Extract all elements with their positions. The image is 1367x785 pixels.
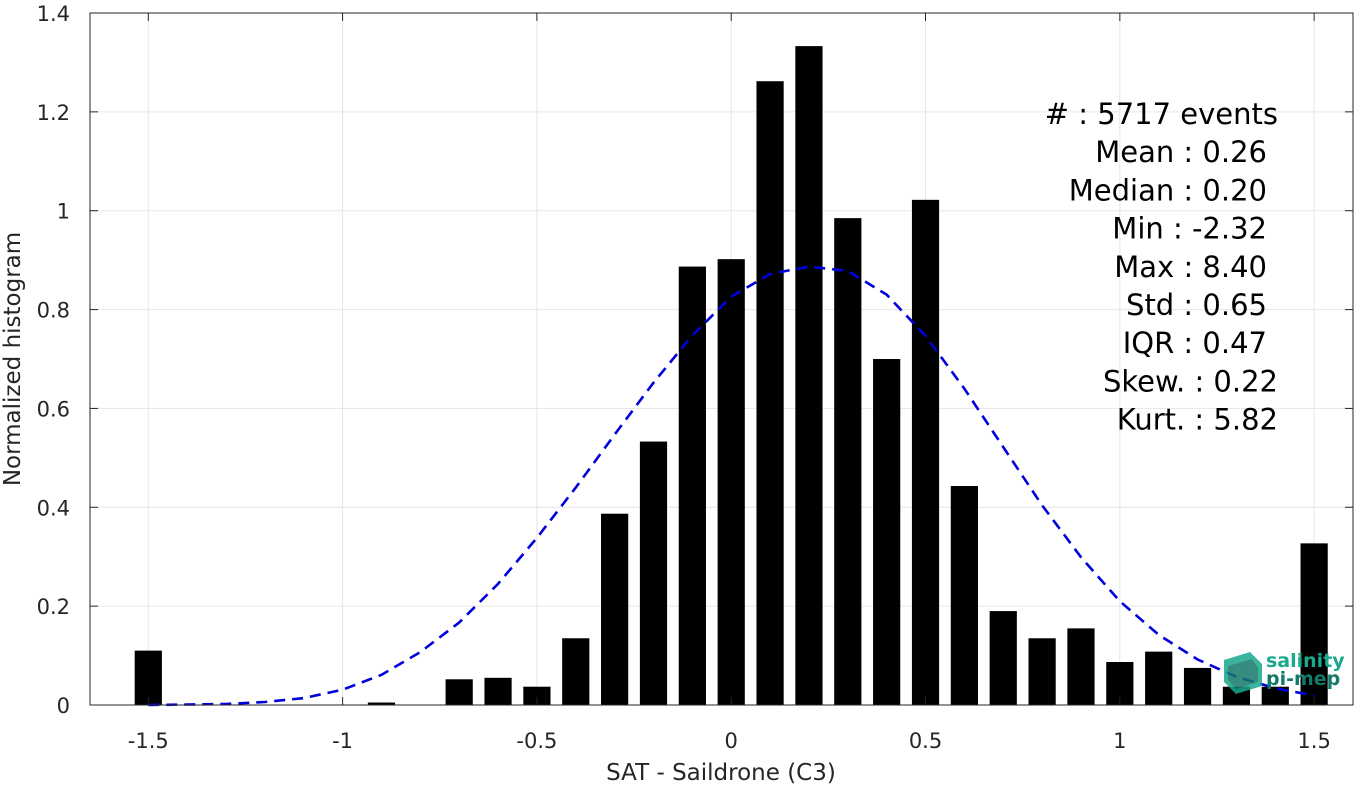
histogram-bar-17: [1028, 638, 1056, 705]
y-tick-label-6: 1.2: [37, 101, 70, 125]
stat-line-3: Min : -2.32: [1112, 212, 1267, 246]
histogram-bar-14: [911, 199, 940, 705]
histogram-bar-0: [134, 650, 162, 705]
histogram-bar-21: [1183, 667, 1212, 705]
y-tick-label-2: 0.4: [37, 496, 70, 520]
stat-line-6: IQR : 0.47: [1123, 326, 1267, 360]
histogram-bar-4: [523, 686, 551, 705]
x-tick-label-5: 1: [1113, 729, 1126, 753]
histogram-bar-13: [873, 359, 901, 705]
histogram-bar-5: [562, 638, 590, 705]
histogram-bar-20: [1145, 651, 1173, 705]
histogram-bar-11: [795, 46, 823, 706]
histogram-bar-12: [834, 218, 862, 705]
logo-text-salinity: salinity: [1266, 650, 1345, 672]
plot-frame: [89, 12, 1354, 706]
histogram-bars: [134, 46, 1328, 706]
histogram-bar-8: [678, 266, 706, 705]
histogram-bar-7: [639, 441, 668, 705]
stat-line-1: Mean : 0.26: [1095, 135, 1267, 169]
logo-text-pi-mep: pi-mep: [1266, 668, 1340, 690]
stat-line-7: Skew. : 0.22: [1103, 364, 1278, 398]
histogram-bar-15: [950, 486, 978, 705]
y-axis-label: Normalized histogram: [0, 232, 26, 486]
histogram-bar-10: [756, 81, 784, 705]
histogram-bar-1: [367, 702, 396, 705]
histogram-bar-2: [445, 679, 473, 705]
x-tick-label-3: 0: [725, 729, 738, 753]
histogram-bar-16: [989, 611, 1017, 705]
normal-fit-curve: [148, 265, 1315, 707]
stat-line-0: # : 5717 events: [1045, 97, 1278, 131]
statistics-box: # : 5717 events Mean : 0.26 Median : 0.20 M…: [1045, 97, 1278, 437]
x-tick-label-0: -1.5: [128, 729, 169, 753]
x-tick-label-6: 1.5: [1297, 729, 1330, 753]
histogram-bar-3: [484, 677, 512, 705]
x-axis-ticks: -1.5 -1 -0.5 0 0.5 1 1.5: [128, 13, 1331, 753]
stat-line-5: Std : 0.65: [1126, 288, 1267, 322]
x-tick-label-1: -1: [332, 729, 353, 753]
histogram-bar-9: [717, 259, 745, 705]
x-tick-label-4: 0.5: [909, 729, 942, 753]
y-tick-label-5: 1: [57, 200, 70, 224]
y-axis-ticks: 0 0.2 0.4 0.6 0.8 1 1.2 1.4: [37, 2, 1353, 718]
y-tick-label-1: 0.2: [37, 595, 70, 619]
histogram-bar-6: [601, 513, 629, 705]
salinity-pi-mep-logo: salinity pi-mep: [1224, 650, 1345, 694]
logo-emblem-icon: [1224, 652, 1262, 694]
y-tick-label-4: 0.8: [37, 299, 70, 323]
histogram-bar-18: [1067, 628, 1095, 705]
stat-line-8: Kurt. : 5.82: [1117, 403, 1278, 437]
x-axis-label: SAT - Saildrone (C3): [606, 760, 836, 785]
stat-line-4: Max : 8.40: [1114, 250, 1267, 284]
y-tick-label-0: 0: [57, 694, 70, 718]
x-tick-label-2: -0.5: [516, 729, 557, 753]
stat-line-2: Median : 0.20: [1069, 173, 1267, 207]
y-tick-label-3: 0.6: [37, 397, 70, 421]
histogram-bar-23: [1261, 686, 1289, 705]
y-tick-label-7: 1.4: [37, 2, 70, 26]
histogram-bar-24: [1300, 543, 1328, 705]
